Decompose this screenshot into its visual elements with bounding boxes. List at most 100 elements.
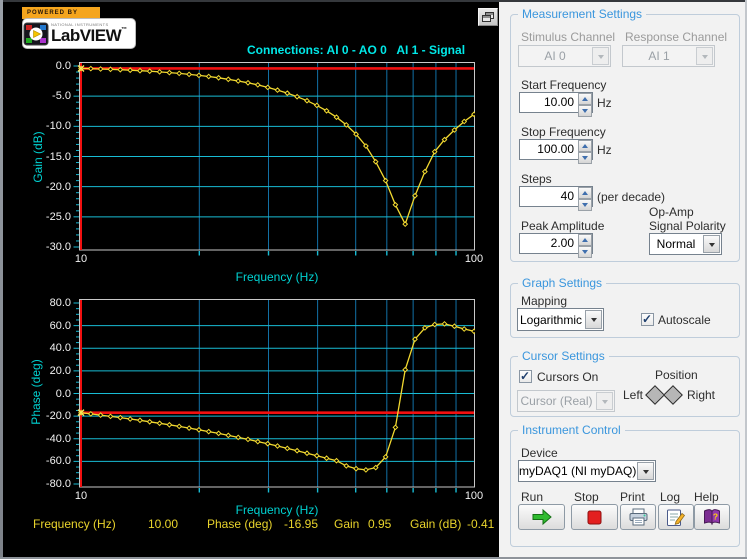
chevron-down-icon [637, 462, 654, 480]
gain-freq-axis-label: Frequency (Hz) [235, 270, 319, 284]
autoscale-checkbox[interactable] [641, 312, 654, 326]
y-tick-label: -10.0 [45, 120, 71, 133]
start-frequency-stepper[interactable] [578, 93, 592, 117]
increment-icon[interactable] [578, 93, 592, 105]
cursor-cross-icon [77, 409, 85, 417]
svg-text:?: ? [713, 512, 718, 522]
run-label: Run [521, 490, 544, 504]
increment-icon[interactable] [578, 140, 592, 152]
response-channel-label: Response Channel [625, 30, 728, 44]
start-frequency-field[interactable]: 10.00 [519, 92, 593, 117]
peak-amplitude-stepper[interactable] [578, 234, 592, 258]
cursor-left-label: Left [623, 388, 644, 402]
peak-amplitude-field[interactable]: 2.00 [519, 233, 593, 258]
opamp-label-line1: Op-Amp [649, 205, 694, 219]
cursor-settings-group [510, 356, 740, 417]
restore-window-button[interactable] [478, 8, 498, 26]
cursors-on-label: Cursors On [537, 370, 599, 384]
readout-phase-value: -16.95 [284, 517, 319, 531]
phase-bode-plot-canvas [73, 299, 477, 493]
chevron-down-icon [696, 47, 713, 65]
y-tick-label: 20.0 [49, 364, 71, 377]
chevron-down-icon [585, 310, 602, 329]
mapping-select[interactable]: Logarithmic [517, 308, 604, 331]
x-tick-label: 100 [464, 490, 484, 502]
y-tick-label: -5.0 [52, 90, 71, 103]
opamp-label-line2: Signal Polarity [649, 219, 726, 233]
readout-gain-db-value: -0.41 [467, 517, 495, 531]
stop-button[interactable] [571, 504, 618, 530]
instrument-control-group [510, 430, 740, 547]
decrement-icon[interactable] [578, 246, 592, 258]
y-tick-label: -20.0 [45, 180, 71, 193]
y-tick-label: 60.0 [49, 319, 71, 332]
cursors-on-checkbox[interactable] [519, 369, 532, 383]
phase-graph[interactable]: 80.0 60.0 40.0 20.0 0.0 -20.0 -40.0 -60.0 -80.0 1… [46, 297, 483, 502]
response-channel-select: AI 1 [622, 45, 715, 67]
decrement-icon[interactable] [578, 105, 592, 117]
stop-frequency-stepper[interactable] [578, 140, 592, 164]
print-button[interactable] [620, 504, 656, 530]
opamp-polarity-select[interactable]: Normal [649, 233, 722, 255]
phase-axis-label: Phase (deg) [29, 359, 43, 425]
run-button[interactable] [518, 504, 565, 530]
y-tick-label: -15.0 [45, 150, 71, 163]
y-tick-label: 80.0 [49, 297, 71, 309]
steps-stepper[interactable] [578, 187, 592, 211]
increment-icon[interactable] [578, 234, 592, 246]
readout-gain-label: Gain [334, 517, 360, 531]
restore-icon [482, 12, 494, 22]
cursor-settings-title: Cursor Settings [518, 349, 609, 363]
steps-label: Steps [521, 172, 552, 186]
stop-frequency-label: Stop Frequency [521, 125, 606, 139]
cursor-cross-icon [77, 64, 85, 72]
autoscale-label: Autoscale [658, 313, 711, 327]
start-frequency-unit: Hz [597, 96, 612, 110]
y-tick-label: -30.0 [45, 241, 71, 253]
cursor-right-label: Right [687, 388, 716, 402]
y-tick-label: -20.0 [45, 410, 71, 423]
decrement-icon[interactable] [578, 199, 592, 211]
powered-by-banner: POWERED BY [22, 7, 100, 19]
steps-field[interactable]: 40 [519, 186, 593, 211]
gain-axis-label: Gain (dB) [31, 131, 45, 183]
readout-frequency-label: Frequency (Hz) [33, 517, 116, 531]
print-label: Print [620, 490, 645, 504]
device-select[interactable]: myDAQ1 (NI myDAQ) [518, 460, 656, 482]
gain-graph[interactable]: 0.0 -5.0 -10.0 -15.0 -20.0 -25.0 -30.0 10 100 [46, 60, 483, 265]
gain-bode-plot-markers [78, 65, 477, 228]
stop-frequency-unit: Hz [597, 143, 612, 157]
x-tick-label: 10 [74, 490, 88, 502]
stop-square-icon [587, 510, 602, 524]
log-label: Log [660, 490, 681, 504]
ni-wordmark: NATIONAL INSTRUMENTS [51, 22, 109, 27]
readout-gain-value: 0.95 [368, 517, 392, 531]
labview-wordmark: LabVIEW™ [51, 26, 127, 45]
chevron-down-icon [703, 235, 720, 253]
graph-settings-title: Graph Settings [518, 276, 607, 290]
run-arrow-icon [532, 508, 552, 526]
help-button[interactable]: ? [694, 504, 730, 530]
labview-logo: POWERED BY NATIONAL INSTRUMENTS LabVIEW™ [22, 7, 136, 49]
log-button[interactable] [658, 504, 694, 530]
stop-frequency-field[interactable]: 100.00 [519, 139, 593, 164]
stimulus-channel-label: Stimulus Channel [521, 30, 616, 44]
measurement-settings-title: Measurement Settings [518, 7, 647, 21]
help-book-icon: ? [704, 509, 720, 526]
instrument-control-title: Instrument Control [518, 423, 625, 437]
help-label: Help [694, 490, 719, 504]
window-frame-top [0, 0, 747, 2]
gain-bode-plot-canvas [73, 62, 477, 256]
start-frequency-label: Start Frequency [521, 78, 607, 92]
readout-gain-db-label: Gain (dB) [410, 517, 462, 531]
readout-frequency-value: 10.00 [148, 517, 179, 531]
x-tick-label: 10 [74, 253, 88, 265]
printer-icon [629, 508, 647, 526]
mapping-label: Mapping [521, 294, 568, 308]
decrement-icon[interactable] [578, 152, 592, 164]
x-tick-label: 100 [464, 253, 484, 265]
increment-icon[interactable] [578, 187, 592, 199]
position-label: Position [655, 368, 698, 382]
window-frame-bottom [0, 557, 747, 559]
